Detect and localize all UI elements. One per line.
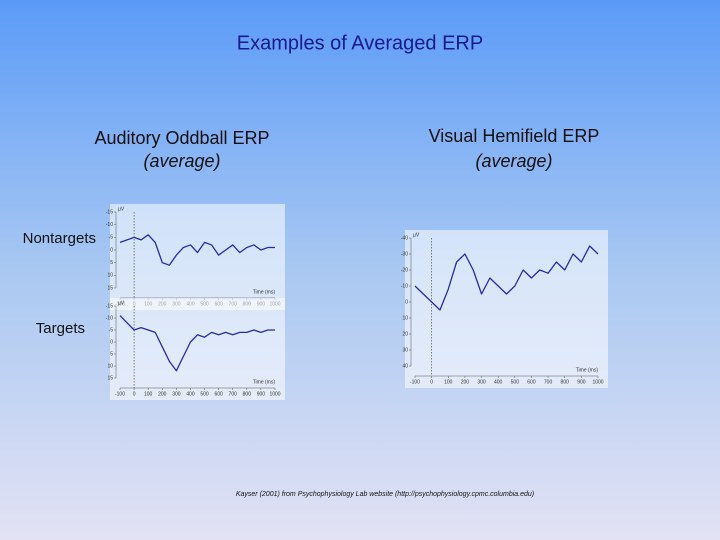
y-tick-label: -40 xyxy=(401,235,408,241)
citation: Kayser (2001) from Psychophysiology Lab … xyxy=(236,491,534,498)
x-tick-label: -100 xyxy=(115,391,125,397)
row-label: Targets xyxy=(36,320,85,337)
y-tick-label: -10 xyxy=(401,283,408,289)
x-tick-label: 500 xyxy=(511,379,520,385)
y-axis-label: µV xyxy=(118,206,125,212)
x-tick-label: 200 xyxy=(158,391,167,397)
waveform xyxy=(119,315,275,372)
x-tick-label: 400 xyxy=(494,379,503,385)
plot-area xyxy=(110,298,285,400)
y-tick-label: -10 xyxy=(106,222,113,228)
y-tick-label: 5 xyxy=(110,260,113,266)
y-tick-label: 10 xyxy=(107,273,113,279)
x-tick-label: 700 xyxy=(544,379,553,385)
y-tick-label: 30 xyxy=(402,347,408,353)
chart: -15-10-5051015-1000100200300400500600700… xyxy=(106,204,285,310)
left-subtitle: (average) xyxy=(143,151,220,171)
y-tick-label: 10 xyxy=(107,363,113,369)
y-tick-label: 15 xyxy=(107,285,113,291)
y-tick-label: -5 xyxy=(109,327,114,333)
y-tick-label: 10 xyxy=(402,315,408,321)
x-tick-label: 800 xyxy=(243,391,252,397)
row-label: Nontargets xyxy=(23,230,96,247)
x-tick-label: 1000 xyxy=(269,391,280,397)
y-tick-label: 0 xyxy=(110,339,113,345)
y-tick-label: 40 xyxy=(402,363,408,369)
x-tick-label: 0 xyxy=(430,379,433,385)
x-tick-label: 600 xyxy=(527,379,536,385)
plot-area xyxy=(110,204,285,310)
y-tick-label: 20 xyxy=(402,331,408,337)
x-tick-label: 900 xyxy=(257,391,266,397)
y-axis-label: µV xyxy=(118,300,125,306)
slide-title: Examples of Averaged ERP xyxy=(237,32,483,54)
right-subtitle: (average) xyxy=(475,151,552,171)
x-tick-label: 200 xyxy=(461,379,470,385)
left-title: Auditory Oddball ERP xyxy=(94,128,269,148)
x-tick-label: 100 xyxy=(444,379,453,385)
x-tick-label: -100 xyxy=(410,379,420,385)
y-tick-label: 5 xyxy=(110,351,113,357)
y-tick-label: 15 xyxy=(107,375,113,381)
x-axis-label: Time (ms) xyxy=(253,289,276,295)
y-tick-label: -10 xyxy=(106,315,113,321)
x-tick-label: 100 xyxy=(144,391,153,397)
waveform xyxy=(414,245,599,311)
x-axis-label: Time (ms) xyxy=(576,367,599,373)
y-tick-label: -15 xyxy=(106,303,113,309)
x-tick-label: 900 xyxy=(577,379,586,385)
y-tick-label: -30 xyxy=(401,251,408,257)
x-tick-label: 700 xyxy=(229,391,238,397)
y-tick-label: 0 xyxy=(405,299,408,305)
x-tick-label: 0 xyxy=(133,391,136,397)
waveform xyxy=(119,234,275,266)
x-tick-label: 500 xyxy=(200,391,209,397)
chart: -15 -10 -5 0 5 10 15 -100 0 100 200 300 400 500 600 700… xyxy=(106,298,285,400)
y-tick-label: -20 xyxy=(401,267,408,273)
y-tick-label: 0 xyxy=(110,247,113,253)
x-tick-label: 300 xyxy=(172,391,181,397)
y-axis-label: µV xyxy=(413,232,420,238)
y-tick-label: -15 xyxy=(106,209,113,215)
right-title: Visual Hemifield ERP xyxy=(429,126,600,146)
x-tick-label: 800 xyxy=(561,379,570,385)
x-tick-label: 300 xyxy=(477,379,486,385)
x-tick-label: 400 xyxy=(186,391,195,397)
x-axis-label: Time (ms) xyxy=(253,379,276,385)
x-tick-label: 600 xyxy=(214,391,223,397)
y-tick-label: -5 xyxy=(109,235,114,241)
plot-area xyxy=(405,230,608,388)
x-tick-label: 1000 xyxy=(592,379,603,385)
